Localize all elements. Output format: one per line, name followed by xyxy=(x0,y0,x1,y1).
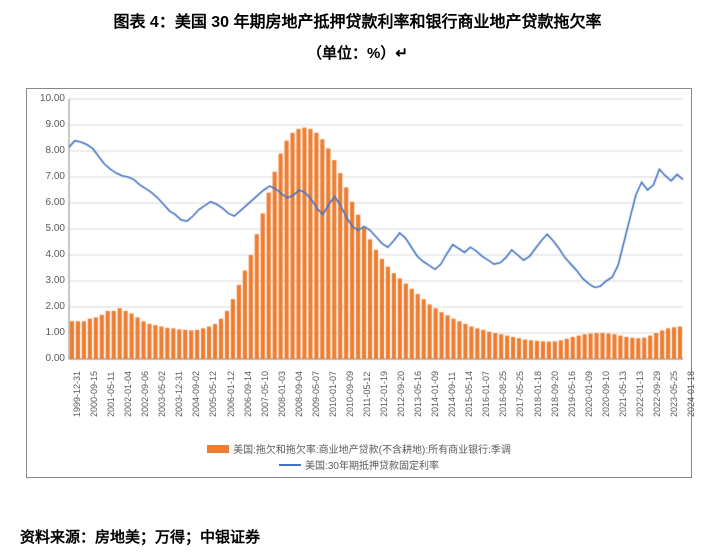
y-tick-label: 7.00 xyxy=(35,171,65,182)
x-tick-label: 1999-12-31 xyxy=(72,371,82,417)
x-tick-label: 2018-09-20 xyxy=(550,371,560,417)
x-tick-label: 2017-05-25 xyxy=(515,371,525,417)
x-tick-label: 2014-01-09 xyxy=(430,371,440,417)
y-tick-label: 6.00 xyxy=(35,197,65,208)
x-tick-label: 2022-09-29 xyxy=(652,371,662,417)
x-tick-label: 2013-05-16 xyxy=(413,371,423,417)
y-tick-label: 2.00 xyxy=(35,301,65,312)
x-tick-label: 2010-09-09 xyxy=(345,371,355,417)
x-axis-labels: 1999-12-31 2000-09-15 2001-05-11 2002-01-04… xyxy=(27,89,691,477)
source-text: 资料来源：房地美；万得；中银证券 xyxy=(20,526,260,547)
y-tick-label: 1.00 xyxy=(35,327,65,338)
x-tick-label: 2007-05-10 xyxy=(260,371,270,417)
legend: 美国:拖欠和拖欠率:商业地产贷款(不含耕地):所有商业银行:季调 美国:30年期… xyxy=(27,440,691,473)
x-tick-label: 2021-05-13 xyxy=(618,371,628,417)
y-tick-label: 10.00 xyxy=(35,93,65,104)
x-tick-label: 2008-09-04 xyxy=(294,371,304,417)
chart-title: 图表 4：美国 30 年期房地产抵押贷款利率和银行商业地产贷款拖欠率 xyxy=(0,8,715,32)
legend-bar-label: 美国:拖欠和拖欠率:商业地产贷款(不含耕地):所有商业银行:季调 xyxy=(233,441,511,456)
y-tick-label: 0.00 xyxy=(35,353,65,364)
legend-line-label: 美国:30年期抵押贷款固定利率 xyxy=(305,457,439,472)
x-tick-label: 2018-01-18 xyxy=(533,371,543,417)
line-swatch-icon xyxy=(279,464,301,466)
y-tick-label: 8.00 xyxy=(35,145,65,156)
x-tick-label: 2001-05-11 xyxy=(106,372,116,417)
x-tick-label: 2024-01-18 xyxy=(686,371,696,417)
chart-container: 1999-12-31 2000-09-15 2001-05-11 2002-01-04… xyxy=(26,88,692,478)
y-tick-label: 3.00 xyxy=(35,275,65,286)
x-tick-label: 2020-09-10 xyxy=(601,371,611,417)
x-tick-label: 2016-01-07 xyxy=(481,371,491,417)
x-tick-label: 2002-09-06 xyxy=(140,371,150,417)
x-tick-label: 2014-09-11 xyxy=(447,372,457,417)
x-tick-label: 2006-09-14 xyxy=(243,371,253,417)
x-tick-label: 2009-05-07 xyxy=(311,371,321,417)
x-tick-label: 2008-01-03 xyxy=(277,371,287,417)
x-tick-label: 2016-08-25 xyxy=(498,371,508,417)
x-tick-label: 2005-05-12 xyxy=(208,371,218,417)
chart-subtitle: （单位：%）↵ xyxy=(0,42,715,63)
y-tick-label: 4.00 xyxy=(35,249,65,260)
legend-item-bar: 美国:拖欠和拖欠率:商业地产贷款(不含耕地):所有商业银行:季调 xyxy=(27,441,691,456)
x-tick-label: 2019-05-16 xyxy=(567,371,577,417)
x-tick-label: 2000-09-15 xyxy=(89,371,99,417)
x-tick-label: 2003-12-31 xyxy=(174,371,184,417)
x-tick-label: 2012-09-20 xyxy=(396,371,406,417)
x-tick-label: 2020-01-09 xyxy=(584,371,594,417)
bar-swatch-icon xyxy=(207,445,229,453)
x-tick-label: 2011-05-12 xyxy=(362,372,372,417)
y-tick-label: 5.00 xyxy=(35,223,65,234)
x-tick-label: 2004-09-02 xyxy=(191,371,201,417)
x-tick-label: 2006-01-12 xyxy=(226,371,236,417)
x-tick-label: 2015-05-14 xyxy=(464,371,474,417)
y-tick-label: 9.00 xyxy=(35,119,65,130)
x-tick-label: 2023-05-25 xyxy=(669,371,679,417)
x-tick-label: 2012-01-19 xyxy=(379,371,389,417)
x-tick-label: 2003-05-02 xyxy=(157,371,167,417)
legend-item-line: 美国:30年期抵押贷款固定利率 xyxy=(27,457,691,472)
x-tick-label: 2002-01-04 xyxy=(123,371,133,417)
x-tick-label: 2010-01-07 xyxy=(328,371,338,417)
x-tick-label: 2022-01-13 xyxy=(635,371,645,417)
